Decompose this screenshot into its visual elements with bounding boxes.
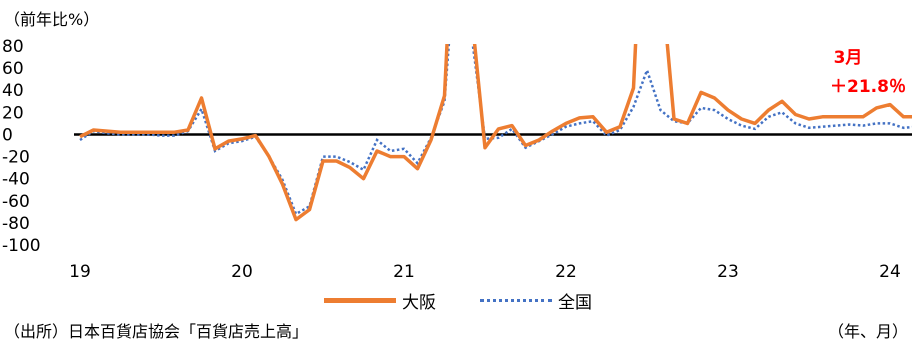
y-tick-label: -100 bbox=[2, 236, 41, 256]
legend-swatch-national bbox=[480, 299, 552, 302]
y-tick-label: 40 bbox=[2, 81, 24, 101]
y-tick-label: -80 bbox=[2, 214, 30, 234]
annotation-month: 3月 bbox=[834, 48, 863, 68]
source-note: （出所）日本百貨店協会「百貨店売上高」 bbox=[4, 318, 308, 342]
x-tick-label: 22 bbox=[555, 262, 577, 282]
x-tick-label: 21 bbox=[393, 262, 415, 282]
legend-item-national: 全国 bbox=[480, 288, 592, 313]
y-tick-label: 60 bbox=[2, 59, 24, 79]
y-tick-label: -60 bbox=[2, 192, 30, 212]
legend-label-national: 全国 bbox=[558, 288, 592, 313]
y-tick-label: 80 bbox=[2, 37, 24, 57]
y-tick-label: -40 bbox=[2, 170, 30, 190]
legend-item-osaka: 大阪 bbox=[324, 288, 436, 313]
y-tick-label: 0 bbox=[2, 125, 13, 145]
y-tick-label: 20 bbox=[2, 103, 24, 123]
x-unit-label: （年、月） bbox=[828, 318, 908, 342]
series-line-osaka bbox=[80, 0, 916, 220]
legend-label-osaka: 大阪 bbox=[402, 288, 436, 313]
legend: 大阪 全国 bbox=[324, 288, 636, 313]
x-tick-label: 20 bbox=[231, 262, 253, 282]
x-tick-label: 23 bbox=[717, 262, 739, 282]
legend-swatch-osaka bbox=[324, 298, 396, 303]
y-tick-label: -20 bbox=[2, 148, 30, 168]
annotation-value: ＋21.8％ bbox=[830, 77, 906, 97]
x-tick-label: 19 bbox=[69, 262, 91, 282]
x-tick-label: 24 bbox=[879, 262, 901, 282]
